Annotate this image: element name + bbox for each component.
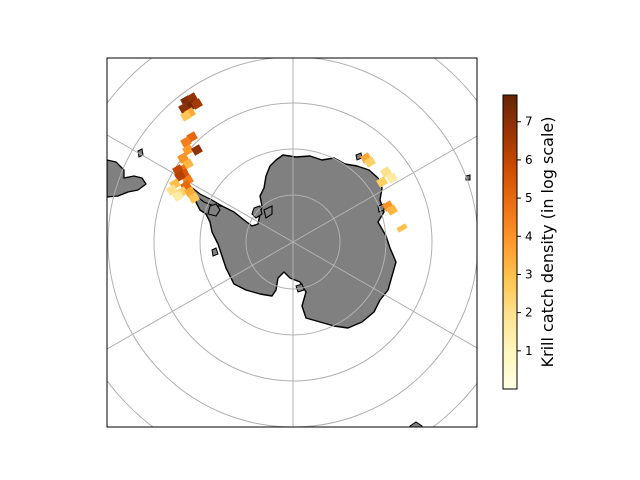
krill-catch-cell (166, 184, 178, 196)
krill-catch-cell (376, 176, 388, 188)
graticule (107, 58, 477, 427)
antarctica-landmass (195, 154, 397, 329)
krill-catch-cell (386, 204, 398, 216)
colorbar-tick-label: 5 (525, 191, 533, 205)
colorbar-ticks: 1 2 3 4 5 6 7 (517, 115, 533, 358)
krill-catch-cell (188, 192, 200, 204)
meridian-120 (107, 135, 477, 350)
krill-catch-cell (172, 190, 184, 202)
krill-catch-cell (380, 166, 392, 178)
krill-catch-cell (396, 223, 408, 233)
colorbar-tick-label: 7 (525, 115, 533, 129)
map-axes (106, 57, 478, 428)
colorbar-tick-label: 1 (525, 344, 533, 358)
island-shelf (263, 205, 273, 219)
island-kerguelen-edge (377, 203, 385, 213)
krill-catch-cell (180, 110, 192, 122)
colorbar: 1 2 3 4 5 6 7 Krill catch density (in log scal… (502, 94, 557, 390)
graticule-circle-4 (107, 58, 477, 427)
colorbar-gradient (502, 94, 518, 390)
colorbar-tick-label: 4 (525, 229, 533, 243)
island-far-south (409, 421, 423, 427)
colorbar-tick-label: 6 (525, 153, 533, 167)
krill-catch-cell (364, 156, 376, 168)
colorbar-tick-label: 3 (525, 267, 533, 281)
map-frame (106, 57, 478, 428)
island-roosevelt (295, 283, 305, 293)
colorbar-title: Krill catch density (in log scale) (538, 117, 557, 368)
krill-catch-cells (166, 92, 408, 233)
island-small-west (211, 247, 219, 257)
land-layer (107, 148, 471, 427)
island-alexander (207, 203, 221, 217)
colorbar-tick-label: 2 (525, 306, 533, 320)
krill-catch-cell (386, 172, 398, 184)
krill-catch-cell (191, 144, 203, 156)
krill-catch-cell (191, 98, 203, 110)
